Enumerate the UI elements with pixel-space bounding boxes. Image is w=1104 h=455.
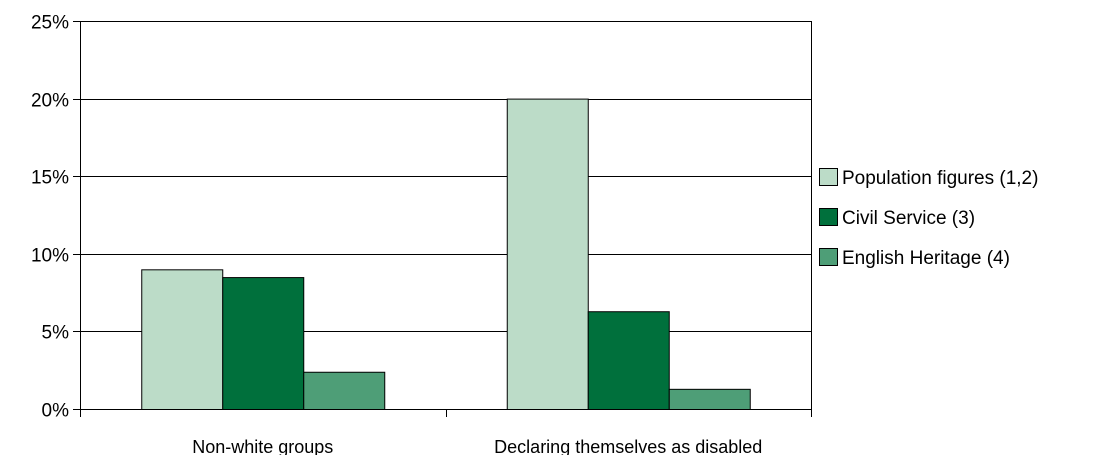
x-category-label: Declaring themselves as disabled xyxy=(494,437,762,455)
legend-swatch xyxy=(819,248,838,266)
legend-label: Population figures (1,2) xyxy=(842,168,1038,189)
bar-1-1 xyxy=(587,311,670,410)
y-tick-label: 15% xyxy=(31,168,69,189)
y-tick-label: 5% xyxy=(42,323,70,344)
bar-2-0 xyxy=(303,371,386,411)
legend: Population figures (1,2) Civil Service (3… xyxy=(819,168,1038,269)
x-axis-categories: Non-white groups Declaring themselves as … xyxy=(192,437,762,455)
bar-0-0 xyxy=(141,269,224,410)
bar-0-1 xyxy=(506,98,589,410)
legend-swatch xyxy=(819,168,838,186)
bars xyxy=(141,98,751,411)
axes xyxy=(80,21,812,417)
x-category-label: Non-white groups xyxy=(192,437,333,455)
bar-2-1 xyxy=(668,388,751,411)
bar-1-0 xyxy=(222,277,305,410)
y-tick-label: 25% xyxy=(31,13,69,34)
legend-label: English Heritage (4) xyxy=(842,248,1010,269)
legend-swatch xyxy=(819,208,838,226)
y-tick-label: 10% xyxy=(31,246,69,267)
y-tick-label: 20% xyxy=(31,91,69,112)
legend-label: Civil Service (3) xyxy=(842,208,975,229)
y-tick-label: 0% xyxy=(42,401,70,422)
y-axis-ticks: 0% 5% 10% 15% 20% 25% xyxy=(31,13,80,422)
